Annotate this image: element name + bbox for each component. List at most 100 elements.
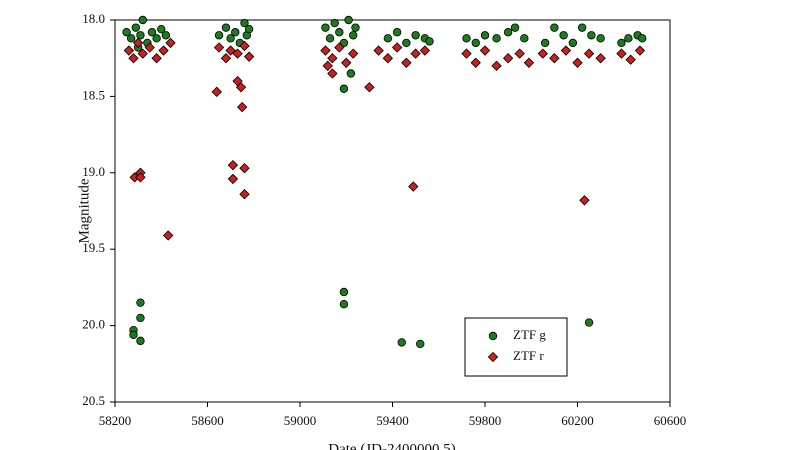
data-point [327,53,338,64]
x-tick-label: 60600 [654,413,687,428]
data-point [383,34,393,43]
data-point [461,48,472,59]
data-point [579,195,590,206]
x-tick-label: 58200 [99,413,132,428]
data-point [243,51,255,62]
data-point [348,31,358,40]
data-point [157,24,166,34]
data-point [163,230,174,241]
data-point [320,45,331,56]
data-point [351,23,360,32]
data-point [136,298,145,307]
data-point [232,48,243,59]
data-point [470,57,481,68]
data-point [523,57,535,68]
data-point [325,34,335,43]
data-point [624,34,633,43]
data-point [239,40,250,52]
data-point [471,38,480,48]
data-point [341,57,352,68]
legend-box [464,317,568,377]
data-point [510,23,520,32]
data-point [616,48,627,59]
data-point [221,23,231,32]
data-point [137,48,148,59]
data-point [339,300,349,309]
data-point [625,54,636,65]
data-point [479,45,491,56]
data-point [227,159,239,171]
data-point [122,28,131,37]
data-point [237,101,248,113]
x-tick-label: 58600 [191,413,224,428]
data-point [411,31,420,40]
data-point [382,53,394,64]
data-point [397,338,406,347]
data-point [220,53,232,64]
data-point [520,34,529,43]
data-point [480,31,490,40]
data-point [344,15,353,25]
y-tick-label: 18.5 [82,87,105,102]
data-point [128,53,139,64]
data-point [617,38,626,48]
data-point [425,37,434,46]
data-point [165,37,176,49]
data-point [226,34,235,43]
data-point [244,24,254,34]
data-point [416,339,425,349]
data-point [348,48,359,59]
data-point [136,31,145,40]
x-tick-label: 59800 [469,413,502,428]
data-point [462,34,471,43]
data-point [550,23,559,32]
data-point [152,34,161,43]
data-point [402,38,411,48]
data-point [227,173,239,185]
data-point [503,28,513,37]
x-tick-label: 59400 [376,413,409,428]
data-point [335,28,344,37]
data-point [339,287,349,297]
data-point [549,53,560,64]
x-tick-label: 60200 [561,413,594,428]
data-point [129,330,138,339]
plot-frame [114,19,671,403]
data-point [339,84,349,93]
data-point [339,38,349,48]
data-point [211,86,222,97]
y-tick-label: 20.0 [82,317,105,332]
data-point [392,28,402,37]
data-point [214,31,224,40]
data-point [540,38,550,48]
data-point [514,48,525,59]
x-axis-label: Date (JD-2400000.5) [328,441,455,450]
data-point [321,23,330,32]
y-tick-label: 19.0 [82,164,105,179]
data-point [373,45,384,56]
data-point [492,34,501,43]
data-point [213,42,225,53]
data-point [131,23,141,32]
data-point [151,53,162,64]
data-point [135,172,146,183]
data-point [136,336,145,346]
data-point [158,45,169,56]
data-point [634,45,646,56]
data-point [537,48,548,59]
data-point [330,18,339,28]
data-point [568,38,578,48]
data-point [147,28,157,37]
x-tick-label: 59000 [284,413,317,428]
data-point [596,34,605,43]
data-point [587,31,596,40]
data-point [138,15,147,25]
data-point [577,23,587,32]
y-tick-label: 20.5 [82,393,105,408]
data-point [225,45,236,56]
data-point [136,313,145,323]
data-point [408,181,419,192]
legend-label: ZTF r [513,348,544,363]
